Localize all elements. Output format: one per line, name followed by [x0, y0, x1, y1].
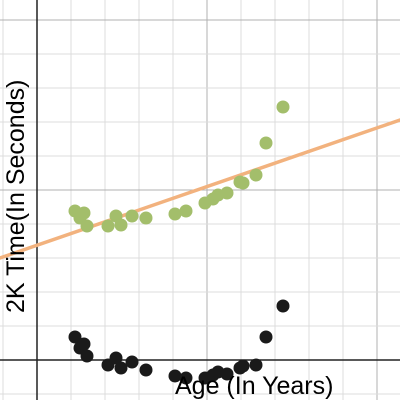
data-point-green: [114, 218, 128, 232]
data-point-black: [125, 355, 139, 369]
data-point-black: [114, 361, 128, 375]
data-point-green: [276, 100, 290, 114]
trendline-layer: [0, 118, 400, 260]
data-point-black: [109, 351, 123, 365]
data-point-black: [179, 371, 193, 385]
data-point-green: [220, 186, 234, 200]
x-axis-label: Age (In Years): [175, 372, 333, 400]
data-point-green: [125, 209, 139, 223]
data-point-green: [249, 168, 263, 182]
data-point-green: [168, 207, 182, 221]
data-point-black: [220, 367, 234, 381]
data-point-green: [179, 204, 193, 218]
data-point-black: [168, 369, 182, 383]
data-point-black: [139, 363, 153, 377]
trendline: [0, 118, 400, 260]
data-point-black: [236, 359, 250, 373]
data-point-green: [80, 219, 94, 233]
data-point-black: [68, 330, 82, 344]
data-point-black: [249, 358, 263, 372]
data-point-green: [101, 219, 115, 233]
data-point-black: [77, 337, 91, 351]
data-point-green: [259, 136, 273, 150]
data-point-black: [80, 349, 94, 363]
data-point-green: [236, 176, 250, 190]
data-point-black: [259, 330, 273, 344]
data-point-black: [276, 299, 290, 313]
y-axis-label: 2K Time(In Seconds): [2, 80, 30, 313]
data-point-green: [139, 211, 153, 225]
points-layer: [68, 100, 290, 385]
data-point-green: [77, 206, 91, 220]
